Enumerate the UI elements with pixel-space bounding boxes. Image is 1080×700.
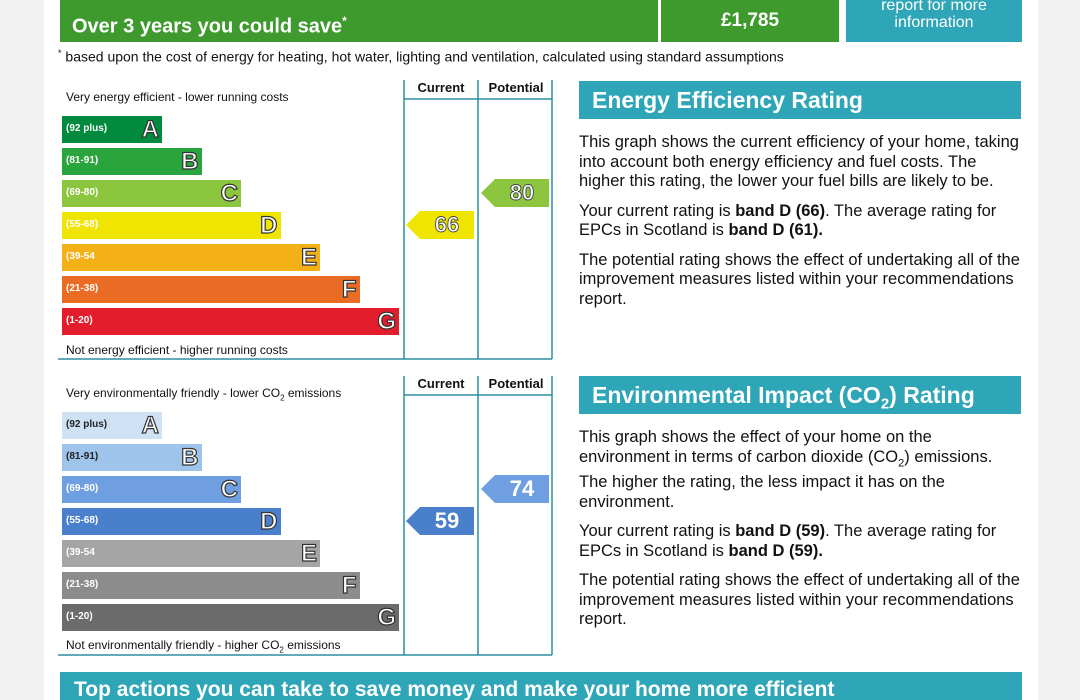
- band-f: (21-38) F: [62, 275, 360, 304]
- band-range-c: (69-80): [66, 187, 99, 198]
- band-letter-b: B: [181, 443, 200, 471]
- band-letter-c: C: [220, 179, 239, 207]
- environment-col-current: Current: [417, 376, 465, 391]
- band-letter-g: G: [377, 603, 397, 631]
- report-info-line1: report for more: [881, 0, 987, 14]
- band-letter-f: F: [341, 571, 357, 599]
- energy-current-value: 66: [434, 212, 460, 238]
- environment-col-potential: Potential: [488, 376, 544, 391]
- energy-info-panel: Energy Efficiency Rating This graph show…: [579, 81, 1021, 309]
- energy-info-p2: Your current rating is band D (66). The …: [579, 201, 997, 240]
- environment-potential-value: 74: [509, 476, 535, 501]
- band-e: (39-54 E: [62, 539, 320, 568]
- band-d: (55-68) D: [62, 211, 281, 240]
- savings-footnote: * based upon the cost of energy for heat…: [58, 48, 784, 65]
- band-g: (1-20) G: [62, 603, 399, 632]
- band-letter-a: A: [141, 115, 160, 143]
- energy-info-p3: The potential rating shows the effect of…: [579, 250, 1020, 308]
- band-c: (69-80) C: [62, 475, 241, 504]
- top-actions-heading: Top actions you can take to save money a…: [60, 672, 1022, 700]
- environment-info-p1: This graph shows the effect of your home…: [579, 428, 993, 511]
- band-b: (81-91) B: [62, 443, 202, 472]
- band-g: (1-20) G: [62, 307, 399, 336]
- band-range-c: (69-80): [66, 483, 99, 494]
- environment-potential-arrow: 74: [481, 475, 549, 503]
- savings-asterisk: *: [342, 14, 347, 28]
- band-a: (92 plus) A: [62, 115, 162, 144]
- environment-bottom-caption: Not environmentally friendly - higher CO…: [66, 638, 341, 655]
- energy-efficiency-chart: Current Potential Very energy efficient …: [58, 80, 554, 360]
- band-range-a: (92 plus): [66, 123, 108, 134]
- band-letter-c: C: [220, 475, 239, 503]
- band-range-e: (39-54: [66, 251, 95, 262]
- band-letter-e: E: [300, 539, 317, 567]
- band-range-a: (92 plus): [66, 419, 108, 430]
- band-letter-g: G: [377, 307, 397, 335]
- energy-info-p1: This graph shows the current efficiency …: [579, 133, 1019, 190]
- band-letter-b: B: [181, 147, 200, 175]
- report-info-line2: information: [894, 14, 974, 31]
- energy-col-potential: Potential: [488, 80, 544, 95]
- energy-potential-arrow: 80: [481, 179, 549, 207]
- energy-bottom-caption: Not energy efficient - higher running co…: [66, 343, 288, 357]
- energy-top-caption: Very energy efficient - lower running co…: [66, 90, 289, 104]
- energy-col-current: Current: [417, 80, 465, 95]
- band-d: (55-68) D: [62, 507, 281, 536]
- band-range-d: (55-68): [66, 219, 99, 230]
- band-letter-f: F: [341, 275, 357, 303]
- band-c: (69-80) C: [62, 179, 241, 208]
- band-range-g: (1-20): [66, 315, 93, 326]
- environment-current-arrow: 59: [406, 507, 474, 535]
- report-info-link[interactable]: report for more information: [846, 0, 1022, 42]
- energy-current-arrow: 66: [406, 211, 474, 239]
- band-range-f: (21-38): [66, 579, 99, 590]
- band-f: (21-38) F: [62, 571, 360, 600]
- band-letter-d: D: [260, 507, 279, 535]
- band-range-f: (21-38): [66, 283, 99, 294]
- band-letter-a: A: [141, 411, 160, 439]
- environment-current-value: 59: [434, 508, 460, 533]
- savings-banner: Over 3 years you could save* £1,785 repo…: [60, 0, 1022, 42]
- environment-chart-frame: [58, 376, 553, 656]
- epc-page: Over 3 years you could save* £1,785 repo…: [44, 0, 1038, 700]
- environmental-impact-chart: Current Potential Very environmentally f…: [58, 376, 554, 656]
- savings-label: Over 3 years you could save*: [60, 0, 658, 42]
- environment-top-caption: Very environmentally friendly - lower CO…: [66, 386, 342, 403]
- energy-chart-frame: [58, 80, 553, 360]
- band-range-g: (1-20): [66, 611, 93, 622]
- band-b: (81-91) B: [62, 147, 202, 176]
- band-letter-d: D: [260, 211, 279, 239]
- band-range-e: (39-54: [66, 547, 95, 558]
- energy-potential-value: 80: [509, 180, 535, 206]
- environment-info-p3: The potential rating shows the effect of…: [579, 571, 1020, 629]
- band-range-b: (81-91): [66, 155, 99, 166]
- savings-amount: £1,785: [661, 0, 839, 42]
- band-range-d: (55-68): [66, 515, 99, 526]
- energy-info-heading: Energy Efficiency Rating: [579, 81, 1021, 119]
- environment-info-p2: Your current rating is band D (59). The …: [579, 522, 997, 560]
- environment-info-panel: Environmental Impact (CO2) Rating This g…: [579, 376, 1021, 630]
- environment-info-heading: Environmental Impact (CO2) Rating: [579, 376, 1021, 414]
- band-e: (39-54 E: [62, 243, 320, 272]
- band-a: (92 plus) A: [62, 411, 162, 440]
- band-range-b: (81-91): [66, 451, 99, 462]
- band-letter-e: E: [300, 243, 317, 271]
